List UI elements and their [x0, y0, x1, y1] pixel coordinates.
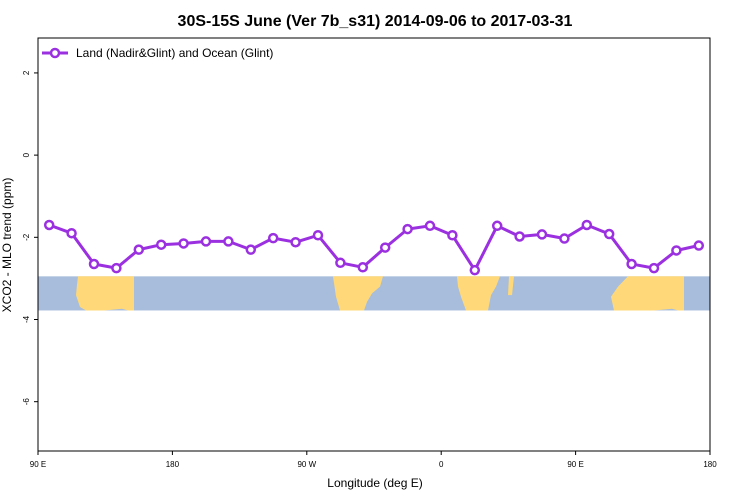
data-point — [402, 223, 413, 235]
y-tick-label: -4 — [22, 315, 31, 323]
south-america-shape — [333, 276, 383, 311]
data-point — [223, 236, 234, 247]
data-point — [43, 219, 55, 231]
legend: Land (Nadir&Glint) and Ocean (Glint) — [42, 46, 273, 60]
data-point — [155, 239, 167, 250]
world-map-strip — [38, 276, 710, 311]
y-tick-label: 2 — [22, 70, 31, 75]
data-point — [447, 230, 458, 241]
data-point — [581, 219, 593, 231]
africa-shape — [457, 276, 500, 311]
x-tick-label: 90 E — [567, 460, 583, 469]
chart-title: 30S-15S June (Ver 7b_s31) 2014-09-06 to … — [178, 13, 573, 30]
x-axis-ticks: 90 E 180 90 W 0 90 E 180 — [30, 451, 717, 469]
data-point — [603, 228, 615, 240]
data-point — [491, 220, 503, 232]
plot-frame — [37, 37, 711, 452]
data-point — [133, 244, 145, 255]
data-point — [245, 244, 257, 255]
data-point — [693, 240, 705, 251]
y-tick-label: -2 — [22, 233, 31, 241]
x-tick-label: 90 E — [30, 460, 46, 469]
y-axis-ticks: 2 0 -2 -4 -6 — [22, 70, 38, 405]
data-point — [335, 257, 346, 269]
legend-marker — [49, 47, 61, 59]
data-point — [312, 230, 324, 241]
data-point — [290, 236, 301, 248]
data-point — [648, 262, 660, 274]
australia-shape-2 — [611, 276, 684, 311]
madagascar-shape — [508, 276, 514, 296]
y-tick-label: -6 — [22, 398, 31, 406]
data-point — [671, 245, 682, 256]
data-point — [267, 232, 279, 244]
data-point — [357, 262, 369, 273]
x-axis-label: Longitude (deg E) — [327, 476, 422, 490]
data-point — [424, 220, 436, 232]
data-point — [514, 231, 525, 242]
x-tick-label: 180 — [703, 460, 717, 469]
data-point — [178, 238, 189, 249]
x-tick-label: 0 — [439, 460, 444, 469]
data-point — [626, 258, 637, 270]
data-point — [559, 233, 570, 244]
data-point — [200, 236, 212, 247]
data-point — [469, 264, 481, 276]
data-series — [43, 219, 705, 276]
data-point — [88, 258, 100, 270]
legend-label: Land (Nadir&Glint) and Ocean (Glint) — [76, 46, 273, 60]
x-tick-label: 90 W — [297, 460, 316, 469]
y-axis-label: XCO2 - MLO trend (ppm) — [0, 178, 14, 313]
data-point — [111, 262, 122, 274]
series-line — [48, 223, 700, 272]
data-point — [66, 227, 77, 239]
australia-shape — [76, 276, 134, 311]
y-tick-label: 0 — [22, 152, 31, 157]
data-point — [536, 229, 548, 240]
x-tick-label: 180 — [166, 460, 180, 469]
data-point — [379, 242, 391, 253]
